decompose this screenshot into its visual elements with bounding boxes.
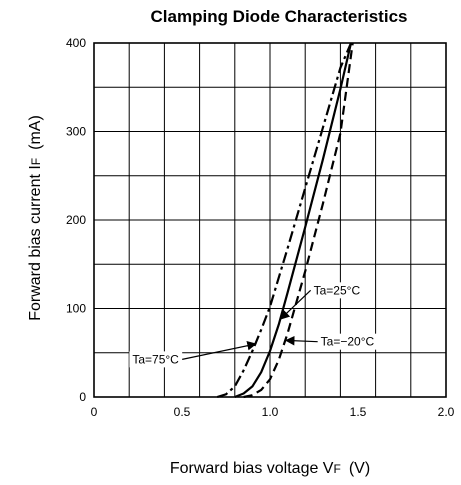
- annotations: Ta=75°C Ta=25°C Ta=−20°C: [129, 282, 378, 368]
- y-tick-label: 400: [66, 36, 86, 50]
- y-tick-label: 100: [66, 302, 86, 316]
- series-layer: [216, 42, 354, 399]
- y-tick-label: 200: [66, 213, 86, 227]
- annotation-label: Ta=−20°C: [321, 335, 375, 349]
- x-axis-label: Forward bias voltage VF (V): [170, 460, 370, 477]
- chart-title: Clamping Diode Characteristics: [151, 7, 408, 26]
- annotation-label: Ta=25°C: [314, 283, 361, 297]
- x-axis-label-main: Forward bias voltage V: [170, 460, 334, 477]
- y-tick-label: 0: [79, 390, 86, 404]
- plot-frame: [93, 42, 447, 398]
- x-tick-label: 1.5: [350, 405, 367, 419]
- series-line: [234, 42, 353, 399]
- annotation-arrow: [182, 340, 257, 360]
- annotation-label: Ta=75°C: [132, 352, 179, 366]
- grid: [94, 43, 446, 397]
- x-tick-label: 2.0: [438, 405, 455, 419]
- annotation-arrow: [284, 335, 318, 346]
- annotation-label-bg: [317, 333, 378, 350]
- annotation-arrow: [279, 289, 312, 320]
- x-tick-label: 1.0: [262, 405, 279, 419]
- y-axis-label-main: Forward bias current I: [27, 165, 44, 321]
- series-line: [216, 42, 353, 399]
- series-line: [243, 42, 354, 399]
- x-axis-label-unit: (V): [349, 460, 370, 477]
- y-axis-label-unit: (mA): [27, 115, 44, 150]
- x-tick-label: 0.5: [174, 405, 191, 419]
- x-axis-label-sub: F: [333, 462, 340, 476]
- y-axis-label: Forward bias current IF (mA): [27, 115, 44, 321]
- y-tick-label: 300: [66, 125, 86, 139]
- y-axis-label-sub: F: [29, 158, 43, 165]
- annotation-label-bg: [129, 351, 183, 368]
- x-tick-label: 0: [91, 405, 98, 419]
- annotation-label-bg: [310, 282, 364, 299]
- tick-labels: 0 0.5 1.0 1.5 2.0 0 100 200 300 400: [66, 36, 455, 419]
